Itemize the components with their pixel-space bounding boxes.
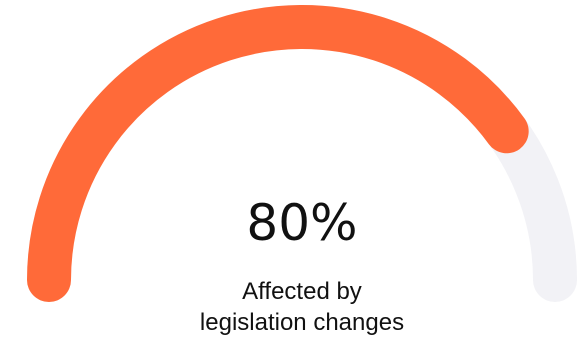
gauge-value-arc: [27, 5, 529, 302]
gauge-value-label: 80%: [246, 194, 357, 252]
gauge-caption-line-2: legislation changes: [200, 309, 404, 336]
gauge-caption-line-1: Affected by: [242, 278, 362, 305]
